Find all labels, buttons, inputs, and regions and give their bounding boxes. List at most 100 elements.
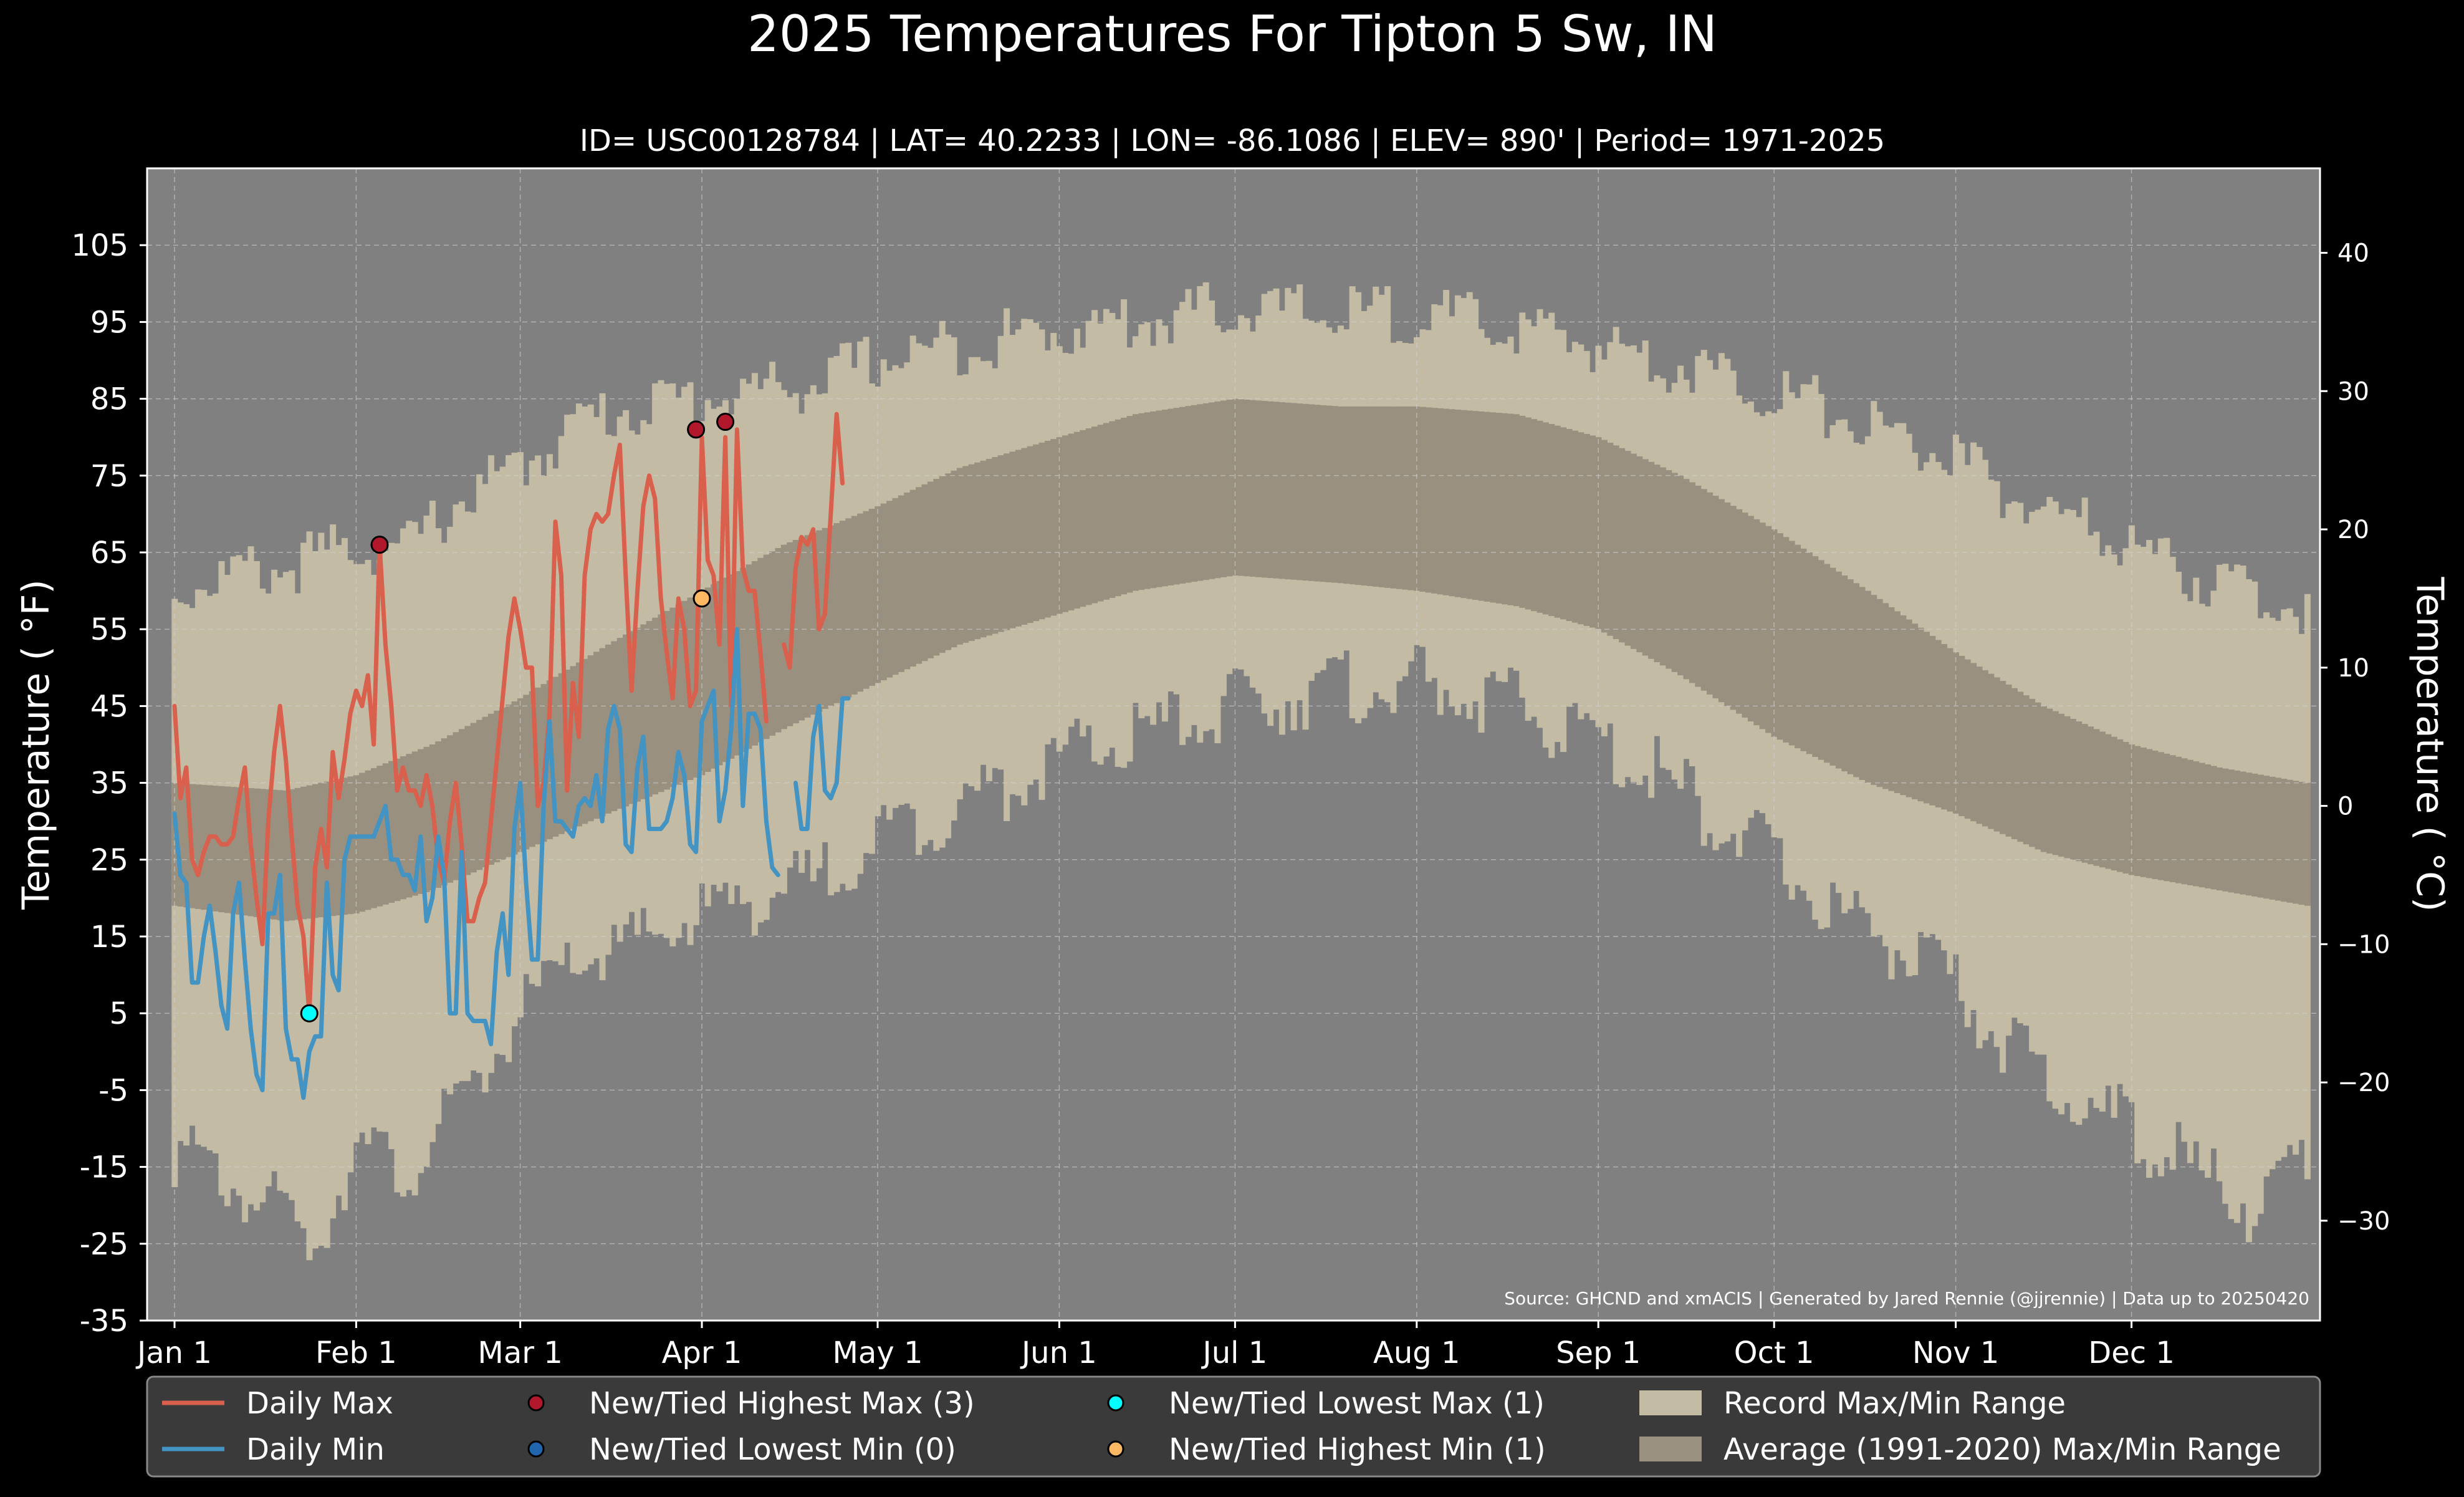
- normal-range-bar: [898, 495, 904, 672]
- normal-range-bar: [330, 780, 337, 917]
- normal-range-bar: [1929, 635, 1936, 806]
- normal-range-bar: [2023, 695, 2030, 845]
- daily-max-line: [172, 427, 769, 1016]
- normal-range-bar: [487, 713, 494, 865]
- normal-range-bar: [1993, 677, 2000, 832]
- normal-range-bar: [194, 784, 201, 909]
- normal-range-bar: [2286, 779, 2293, 903]
- daily-max-line: [782, 412, 845, 670]
- normal-range-bar: [1396, 406, 1402, 589]
- normal-range-bar: [1097, 425, 1104, 602]
- series-lines: [172, 412, 851, 1100]
- record-marker-highest-min: [693, 589, 711, 608]
- normal-range-bar: [1548, 424, 1555, 617]
- normal-range-bar: [658, 614, 664, 792]
- normal-range-bar: [962, 466, 969, 643]
- normal-range-bar: [828, 525, 835, 706]
- normal-range-bar: [1988, 673, 1995, 829]
- normal-range-bar: [593, 652, 600, 819]
- normal-range-bar: [1085, 428, 1092, 605]
- normal-range-bar: [2052, 711, 2059, 855]
- normal-range-bar: [1044, 440, 1051, 618]
- normal-range-bar: [1648, 461, 1655, 659]
- legend-swatch-marker: [527, 1394, 545, 1412]
- normal-range-bar: [1226, 400, 1233, 577]
- normal-range-bar: [1285, 402, 1292, 580]
- normal-range-bar: [1080, 430, 1086, 607]
- normal-range-bar: [1121, 417, 1128, 595]
- normal-range-bar: [2205, 764, 2212, 888]
- legend-item-new-tied-highest-max-3: New/Tied Highest Max (3): [527, 1386, 975, 1421]
- legend: Daily Max Daily Min New/Tied Highest Max (…: [162, 1386, 2281, 1467]
- y-tick-label: 55: [90, 612, 128, 647]
- y-tick-label: 85: [90, 382, 128, 417]
- normal-range-bar: [1278, 402, 1285, 579]
- normal-range-bar: [863, 511, 870, 689]
- normal-range-bar: [880, 503, 887, 681]
- normal-range-bar: [951, 470, 957, 648]
- normal-range-bar: [1073, 431, 1080, 609]
- normal-range-bar: [2064, 716, 2071, 859]
- normal-range-bar: [1425, 407, 1432, 593]
- normal-range-bar: [312, 784, 319, 918]
- normal-range-bar: [1050, 439, 1057, 616]
- normal-range-bar: [464, 726, 471, 875]
- normal-range-bar: [1835, 571, 1842, 769]
- normal-range-bar: [2157, 752, 2164, 880]
- normal-range-bar: [306, 785, 313, 919]
- normal-range-bar: [2251, 773, 2258, 897]
- daily-min-line: [172, 627, 780, 1100]
- normal-range-bar: [1566, 429, 1573, 621]
- normal-range-bar: [904, 493, 911, 670]
- normal-range-bar: [236, 787, 242, 915]
- record-marker-lowest-max: [300, 1004, 319, 1023]
- normal-range-bar: [253, 788, 260, 917]
- normal-range-bar: [1238, 399, 1245, 576]
- normal-range-bar: [681, 600, 688, 782]
- y-right-tick-label: 30: [2337, 377, 2369, 406]
- normal-range-bar: [1144, 412, 1151, 589]
- normal-range-bar: [1126, 416, 1133, 593]
- normal-range-bar: [2175, 756, 2182, 883]
- normal-range-bar: [1349, 406, 1356, 585]
- y-right-tick-label: 40: [2337, 239, 2369, 268]
- normal-range-bar: [980, 460, 987, 638]
- normal-range-bar: [1841, 575, 1848, 772]
- normal-range-bar: [259, 789, 266, 918]
- normal-range-bar: [1255, 400, 1262, 577]
- normal-range-bar: [1443, 408, 1450, 595]
- normal-range-bar: [1958, 655, 1965, 816]
- normal-range-bar: [1630, 453, 1637, 649]
- normal-range-bar: [218, 786, 225, 913]
- normal-range-bar: [1454, 409, 1461, 597]
- normal-range-bar: [587, 655, 594, 822]
- normal-range-bar: [1290, 403, 1297, 580]
- normal-range-bar: [1302, 403, 1309, 581]
- normal-range-bar: [1015, 450, 1022, 627]
- normal-range-bar: [499, 707, 506, 860]
- normal-range-bar: [1109, 421, 1116, 598]
- normal-range-bar: [476, 720, 483, 870]
- normal-range-bar: [1384, 406, 1391, 588]
- normal-range-bar: [1466, 410, 1473, 599]
- normal-range-bar: [441, 738, 448, 885]
- normal-range-bar: [716, 580, 723, 766]
- normal-range-bar: [1882, 603, 1889, 789]
- normal-range-bar: [1414, 406, 1421, 591]
- legend-label: Daily Max: [246, 1386, 393, 1421]
- normal-range-bar: [2210, 766, 2217, 890]
- normal-range-bar: [1185, 406, 1192, 583]
- normal-range-bar: [1502, 413, 1508, 605]
- normal-range-bar: [1366, 406, 1373, 587]
- normal-range-bar: [974, 462, 981, 640]
- normal-range-bar: [2181, 758, 2188, 885]
- normal-range-bar: [1800, 548, 1807, 751]
- normal-range-bar: [1659, 467, 1666, 666]
- chart-title: 2025 Temperatures For Tipton 5 Sw, IN: [747, 5, 1717, 63]
- legend-swatch-patch: [1639, 1437, 1702, 1461]
- normal-range-bar: [2146, 749, 2153, 878]
- normal-range-bar: [1718, 499, 1725, 703]
- legend-label: New/Tied Highest Max (3): [589, 1386, 975, 1421]
- normal-range-bar: [1783, 537, 1790, 743]
- normal-range-bar: [1853, 583, 1860, 777]
